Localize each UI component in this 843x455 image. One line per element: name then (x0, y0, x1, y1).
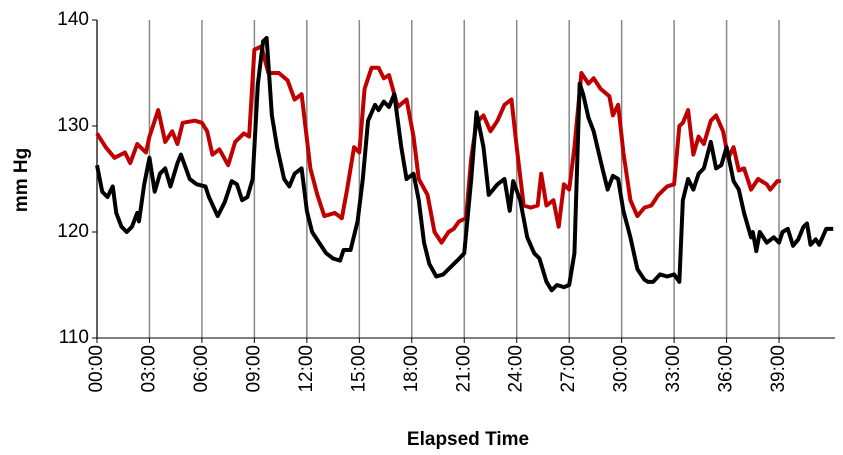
x-tick-label: 18:00 (401, 345, 422, 393)
y-tick-label: 120 (57, 221, 89, 242)
x-tick-label: 39:00 (768, 345, 789, 393)
y-tick-label: 130 (57, 115, 89, 136)
series-line (95, 36, 834, 293)
x-tick-label: 15:00 (348, 345, 369, 393)
x-tick-label: 36:00 (716, 345, 737, 393)
x-tick-label: 03:00 (138, 345, 159, 393)
x-tick-label: 06:00 (191, 345, 212, 393)
y-axis-label: mm Hg (11, 148, 32, 212)
y-tick-label: 140 (57, 9, 89, 30)
x-tick-label: 12:00 (296, 345, 317, 393)
x-tick-label: 00:00 (86, 345, 107, 393)
x-tick-label: 24:00 (506, 345, 527, 393)
series-line (95, 44, 781, 245)
x-tick-label: 21:00 (453, 345, 474, 393)
y-tick-label: 110 (59, 327, 89, 348)
x-tick-label: 09:00 (243, 345, 264, 393)
x-axis-label: Elapsed Time (407, 429, 529, 450)
x-tick-label: 27:00 (558, 345, 579, 393)
x-tick-label: 33:00 (663, 345, 684, 393)
x-tick-label: 30:00 (611, 345, 632, 393)
